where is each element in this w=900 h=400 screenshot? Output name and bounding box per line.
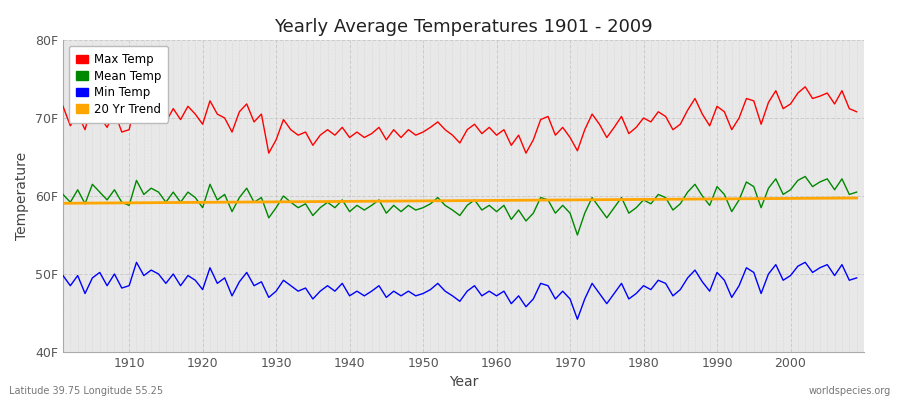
Title: Yearly Average Temperatures 1901 - 2009: Yearly Average Temperatures 1901 - 2009 <box>274 18 652 36</box>
Text: worldspecies.org: worldspecies.org <box>809 386 891 396</box>
Text: Latitude 39.75 Longitude 55.25: Latitude 39.75 Longitude 55.25 <box>9 386 163 396</box>
Y-axis label: Temperature: Temperature <box>15 152 30 240</box>
Legend: Max Temp, Mean Temp, Min Temp, 20 Yr Trend: Max Temp, Mean Temp, Min Temp, 20 Yr Tre… <box>69 46 168 123</box>
X-axis label: Year: Year <box>449 376 478 390</box>
